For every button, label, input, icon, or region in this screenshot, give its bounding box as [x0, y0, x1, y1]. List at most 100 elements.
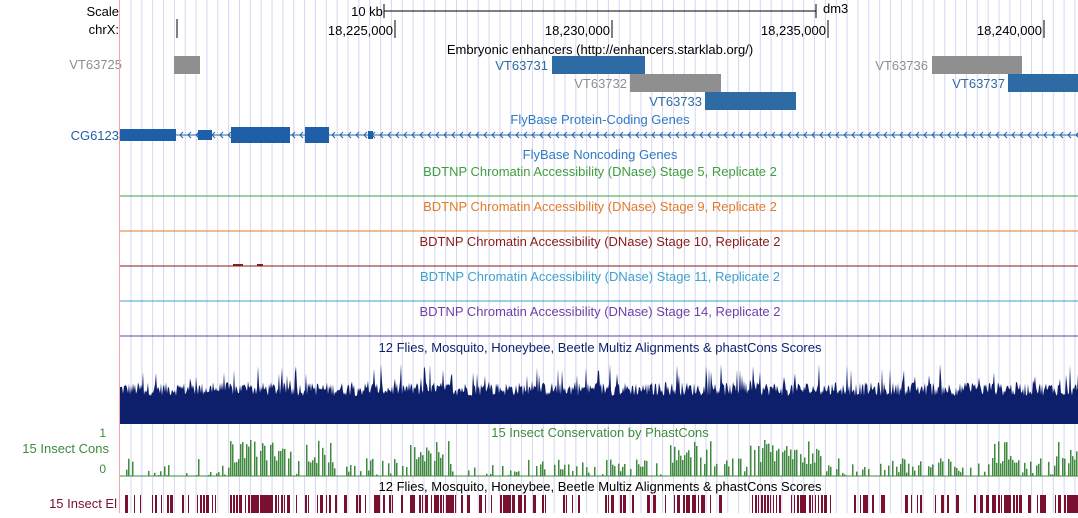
conserved-element — [212, 495, 213, 513]
cons-axis-min: 0 — [99, 462, 106, 477]
conserved-element — [236, 495, 238, 513]
conserved-element — [452, 495, 454, 513]
cons-bar — [536, 466, 538, 476]
cons-bar — [738, 459, 740, 476]
cons-bar — [402, 466, 404, 476]
cons-bar — [1026, 469, 1028, 476]
cons-bar — [614, 466, 616, 476]
conserved-element — [866, 495, 868, 513]
cons-bar — [760, 462, 762, 476]
scale-label: Scale — [86, 4, 119, 19]
enhancer-feature-left[interactable] — [174, 56, 200, 74]
conserved-element — [773, 495, 774, 513]
cons-bar — [770, 452, 772, 476]
enhancer-feature-3[interactable] — [705, 92, 796, 110]
cons-bar — [372, 459, 374, 476]
conserved-element — [920, 495, 922, 513]
gene-exon[interactable] — [305, 127, 329, 143]
conserved-element — [521, 495, 522, 513]
cons-bar — [906, 473, 908, 476]
conserved-element — [776, 495, 777, 513]
conserved-element — [413, 495, 415, 513]
cons-bar — [994, 444, 996, 476]
cons-bar — [450, 464, 452, 476]
conserved-element — [422, 495, 423, 513]
cons-bar — [406, 467, 408, 476]
cons-bar — [762, 448, 764, 476]
conserved-element — [134, 495, 135, 513]
cons-track-label[interactable]: 15 Insect Cons — [22, 441, 109, 456]
enhancer-label-left[interactable]: VT63725 — [69, 57, 122, 72]
cons-bar — [898, 472, 900, 476]
cons-bar — [800, 454, 802, 476]
conserved-element — [608, 495, 609, 513]
cons-bar — [766, 444, 768, 476]
cons-bar — [168, 465, 170, 476]
cons-bar — [218, 472, 220, 476]
cons-bar — [332, 462, 334, 476]
cons-bar — [716, 464, 718, 476]
conserved-element — [998, 495, 1000, 513]
cons-bar — [1074, 460, 1076, 476]
gene-exon[interactable] — [368, 131, 373, 139]
conserved-element — [356, 495, 358, 513]
dnase-title-4: BDTNP Chromatin Accessibility (DNase) St… — [420, 269, 780, 284]
conserved-element — [434, 495, 437, 513]
gene-label[interactable]: CG6123 — [71, 128, 119, 143]
cons-bar — [984, 472, 986, 476]
conserved-element — [995, 495, 996, 513]
gene-exon[interactable] — [120, 129, 176, 141]
cons-bar — [434, 461, 436, 476]
cons-bar — [492, 465, 494, 476]
conserved-element — [818, 495, 819, 513]
cons-bar — [148, 471, 150, 476]
conserved-element — [704, 495, 705, 513]
elements-track-label[interactable]: 15 Insect El — [49, 496, 117, 511]
conserved-element — [359, 495, 361, 513]
cons-bar — [784, 450, 786, 476]
cons-bar — [468, 470, 470, 476]
cons-bar — [288, 458, 290, 476]
conserved-element — [764, 495, 766, 513]
gene-exon[interactable] — [198, 130, 212, 140]
cons-bar — [938, 463, 940, 476]
track-area[interactable]: 10 kb dm3 18,225,000 18,230,000 18,235,0… — [120, 0, 1078, 513]
conserved-element — [563, 495, 565, 513]
cons-bar — [436, 442, 438, 476]
cons-bar — [830, 467, 832, 476]
cons-bar — [672, 463, 674, 476]
cons-bar — [820, 456, 822, 476]
cons-bar — [318, 441, 320, 476]
cons-bar — [932, 464, 934, 476]
conserved-element — [1073, 495, 1076, 513]
cons-bar — [606, 460, 608, 476]
cons-bar — [888, 466, 890, 476]
cons-bar — [818, 450, 820, 476]
conserved-element — [803, 495, 806, 513]
conserved-elements — [125, 495, 1078, 513]
cons-bar — [884, 470, 886, 476]
cons-bar — [956, 468, 958, 476]
cons-bar — [234, 463, 236, 476]
conserved-element — [263, 495, 266, 513]
cons-bar — [868, 469, 870, 476]
cons-bar — [126, 470, 128, 476]
gene-exon[interactable] — [231, 127, 290, 143]
enhancer-feature-4[interactable] — [932, 56, 1022, 74]
conserved-element — [449, 495, 452, 513]
cons-bar — [514, 471, 516, 476]
cons-bar — [586, 467, 588, 476]
enhancer-feature-5[interactable] — [1008, 74, 1078, 92]
cons-bar — [828, 465, 830, 476]
dnase-title-2: BDTNP Chromatin Accessibility (DNase) St… — [423, 199, 777, 214]
enhancer-feature-2[interactable] — [630, 74, 721, 92]
conserved-element — [335, 495, 337, 513]
cons-bar — [768, 444, 770, 476]
cons-bar — [240, 444, 242, 476]
enhancer-label-1: VT63731 — [495, 58, 548, 73]
enhancer-feature-1[interactable] — [552, 56, 645, 74]
conserved-element — [872, 495, 874, 513]
cons-bar — [676, 460, 678, 476]
conserved-element — [431, 495, 432, 513]
